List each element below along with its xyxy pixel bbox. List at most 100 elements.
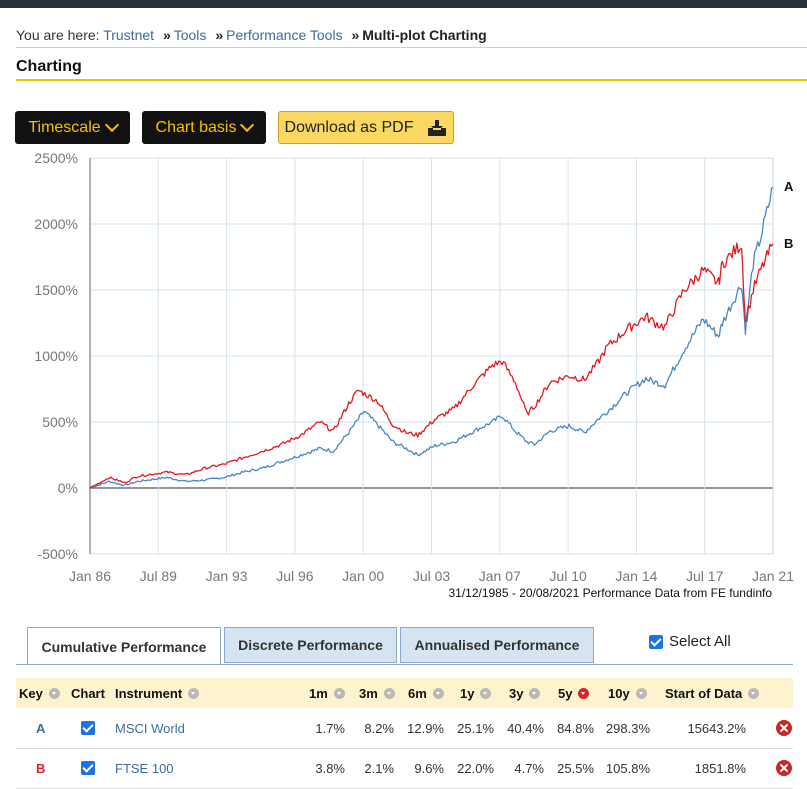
- row-1y: 22.0%: [457, 761, 494, 776]
- top-bar: [0, 0, 807, 8]
- breadcrumb-link-tools[interactable]: Tools: [173, 27, 207, 43]
- sort-icon[interactable]: [480, 688, 492, 699]
- series-line-a: [89, 186, 774, 489]
- breadcrumb: You are here: Trustnet » Tools » Performan…: [16, 27, 487, 43]
- download-pdf-button[interactable]: Download as PDF: [278, 111, 454, 144]
- y-axis-ticks: 2500% 2000% 1500% 1000% 500% 0% -500%: [34, 150, 78, 562]
- row-chart-checkbox[interactable]: [81, 761, 95, 780]
- header-label: 3y: [509, 686, 524, 701]
- timescale-button[interactable]: Timescale: [15, 111, 130, 144]
- tab-label: Annualised Performance: [414, 637, 580, 653]
- table-row: B FTSE 100 3.8% 2.1% 9.6% 22.0% 4.7% 25.…: [16, 748, 793, 789]
- tab-cumulative-performance[interactable]: Cumulative Performance: [27, 627, 221, 665]
- chart-grid: [89, 157, 774, 555]
- header-label: Key: [19, 686, 43, 701]
- download-icon: [428, 119, 447, 136]
- x-tick-label: Jul 96: [276, 568, 314, 584]
- sort-icon[interactable]: [635, 688, 647, 699]
- row-instrument-link[interactable]: MSCI World: [115, 721, 185, 736]
- chevron-down-icon: [240, 117, 255, 133]
- y-tick-label: 500%: [42, 414, 78, 430]
- sort-icon[interactable]: [748, 688, 760, 699]
- column-header-5y[interactable]: 5y: [558, 686, 590, 701]
- header-label: 1m: [309, 686, 328, 701]
- sort-icon[interactable]: [432, 688, 444, 699]
- checkbox-checked-icon[interactable]: [81, 721, 95, 735]
- x-tick-label: Jan 93: [206, 568, 248, 584]
- row-1y: 25.1%: [457, 721, 494, 736]
- tab-discrete-performance[interactable]: Discrete Performance: [224, 627, 397, 663]
- header-label: 3m: [359, 686, 378, 701]
- row-1m: 1.7%: [315, 721, 345, 736]
- row-3y: 40.4%: [507, 721, 544, 736]
- chevron-down-icon: [104, 117, 119, 133]
- header-label: Start of Data: [665, 686, 743, 701]
- column-header-1m[interactable]: 1m: [309, 686, 345, 701]
- column-header-6m[interactable]: 6m: [408, 686, 444, 701]
- row-10y: 105.8%: [605, 761, 650, 776]
- breadcrumb-current: Multi-plot Charting: [362, 27, 487, 43]
- select-all-checkbox[interactable]: [649, 634, 663, 649]
- select-all[interactable]: Select All: [649, 633, 731, 650]
- column-header-key[interactable]: Key: [19, 686, 60, 701]
- row-5y: 25.5%: [557, 761, 594, 776]
- checkbox-checked-icon[interactable]: [81, 761, 95, 775]
- chart-basis-button[interactable]: Chart basis: [142, 111, 266, 144]
- y-tick-label: 0%: [58, 480, 78, 496]
- series-label-a: A: [784, 179, 794, 194]
- breadcrumb-separator: »: [162, 27, 171, 43]
- y-tick-label: 2500%: [34, 150, 78, 166]
- tabs-divider: [16, 664, 793, 665]
- column-header-3y[interactable]: 3y: [509, 686, 541, 701]
- x-tick-label: Jan 14: [615, 568, 657, 584]
- sort-icon[interactable]: [333, 688, 345, 699]
- column-header-3m[interactable]: 3m: [359, 686, 395, 701]
- y-tick-label: -500%: [38, 546, 78, 562]
- row-6m: 9.6%: [414, 761, 444, 776]
- row-3m: 8.2%: [364, 721, 394, 736]
- row-chart-checkbox[interactable]: [81, 721, 95, 740]
- tab-annualised-performance[interactable]: Annualised Performance: [400, 627, 594, 663]
- row-1m: 3.8%: [315, 761, 345, 776]
- row-5y: 84.8%: [557, 721, 594, 736]
- row-key: B: [36, 761, 46, 776]
- header-label: Instrument: [115, 686, 183, 701]
- column-header-10y[interactable]: 10y: [608, 686, 647, 701]
- remove-icon[interactable]: [776, 720, 792, 736]
- chart-series: AB: [89, 179, 794, 489]
- sort-icon[interactable]: [48, 688, 60, 699]
- breadcrumb-separator: »: [351, 27, 360, 43]
- sort-icon[interactable]: [188, 688, 200, 699]
- column-header-start-of-data[interactable]: Start of Data: [665, 686, 760, 701]
- chart-footnote: 31/12/1985 - 20/08/2021 Performance Data…: [448, 586, 772, 600]
- remove-icon[interactable]: [776, 760, 792, 776]
- title-divider: [16, 79, 807, 81]
- tab-label: Cumulative Performance: [41, 638, 207, 655]
- header-label: 6m: [408, 686, 427, 701]
- select-all-label: Select All: [669, 633, 731, 650]
- column-header-instrument[interactable]: Instrument: [115, 686, 200, 701]
- x-tick-label: Jan 00: [342, 568, 384, 584]
- x-axis-ticks: Jan 86 Jul 89 Jan 93 Jul 96 Jan 00 Jul 03 Jan …: [69, 568, 794, 584]
- breadcrumb-prefix: You are here:: [16, 27, 100, 43]
- y-tick-label: 2000%: [34, 216, 78, 232]
- performance-chart: 2500% 2000% 1500% 1000% 500% 0% -500% Jan 86 Ju…: [34, 150, 794, 600]
- sort-icon[interactable]: [383, 688, 395, 699]
- x-tick-label: Jul 89: [140, 568, 178, 584]
- y-tick-label: 1000%: [34, 348, 78, 364]
- series-line-b: [89, 242, 774, 489]
- row-instrument-link[interactable]: FTSE 100: [115, 761, 174, 776]
- breadcrumb-divider: [16, 47, 807, 48]
- table-row: A MSCI World 1.7% 8.2% 12.9% 25.1% 40.4%…: [16, 708, 793, 749]
- download-pdf-label: Download as PDF: [284, 118, 414, 136]
- sort-active-icon[interactable]: [578, 688, 590, 699]
- header-label: 10y: [608, 686, 630, 701]
- breadcrumb-link-performance-tools[interactable]: Performance Tools: [226, 27, 343, 43]
- column-header-1y[interactable]: 1y: [460, 686, 492, 701]
- row-start-of-data: 1851.8%: [694, 761, 746, 776]
- column-header-chart: Chart: [71, 686, 105, 701]
- breadcrumb-link-trustnet[interactable]: Trustnet: [103, 27, 155, 43]
- chart-basis-label: Chart basis: [155, 118, 237, 136]
- row-6m: 12.9%: [407, 721, 444, 736]
- sort-icon[interactable]: [529, 688, 541, 699]
